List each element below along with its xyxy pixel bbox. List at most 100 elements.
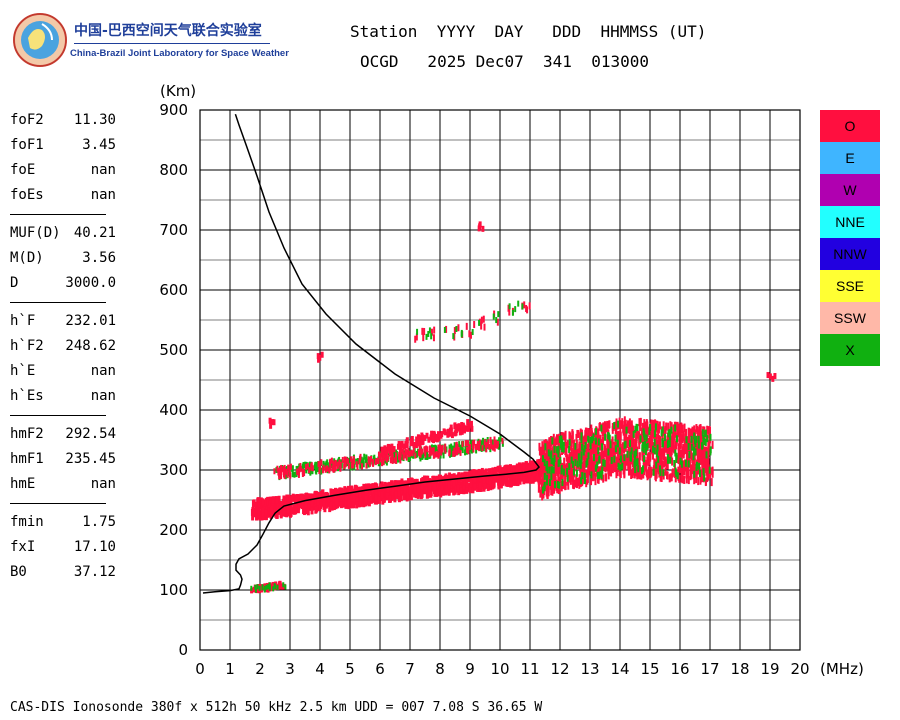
o-echo [501,468,505,476]
o-echo [355,495,359,503]
o-echo-spread [661,460,664,469]
x-echo-spread [572,468,575,476]
o-echo-spread [556,436,559,445]
x-echo-spread [634,425,637,433]
o-echo [377,496,381,504]
legend-item-w: W [820,174,880,206]
o-echo-upper [402,454,405,461]
o-echo [337,496,341,504]
o-echo-spread [576,429,579,438]
x-echo-spread [594,427,597,435]
o-echo-spread [650,420,653,429]
x-echo-spread [652,445,655,453]
o-echo-spread [562,432,565,441]
o-echo-spread [664,444,667,453]
second-hop-echo [511,309,514,316]
x-echo-spread [706,435,709,443]
second-hop-echo [445,325,448,333]
o-echo-upper [339,465,342,472]
o-echo-spread [684,446,687,455]
x-echo [464,446,467,453]
o-echo-spread [635,452,638,461]
o-echo-spread [570,467,573,476]
o-echo-upper [423,435,427,442]
o-echo-spread [697,449,700,458]
x-echo [499,435,502,442]
o-echo [343,487,347,495]
o-echo-spread [551,471,554,480]
o-echo-spread [609,452,612,461]
x-echo-spread [589,436,592,444]
o-echo [333,489,337,497]
o-echo [503,465,507,473]
o-echo-spread [662,421,665,430]
x-tick-label: 4 [315,660,325,678]
o-echo [493,472,497,480]
x-echo-spread [551,466,554,474]
o-echo-spread [619,443,622,452]
param-name: B0 [10,564,27,580]
o-echo-spread [685,475,688,484]
o-echo [386,491,390,499]
x-echo-spread [618,447,621,455]
o-echo-upper [474,443,477,450]
o-echo-spread [579,441,582,450]
o-echo-upper [476,443,479,450]
o-echo-spread [590,455,593,464]
o-echo-spread [641,450,644,459]
o-echo-spread [607,460,610,469]
x-tick-label: 11 [520,660,539,678]
o-echo [527,471,531,479]
o-echo [435,483,439,491]
o-echo-spread [543,450,546,459]
e-layer-echo [282,582,285,588]
o-echo-spread [570,461,573,470]
o-echo [445,479,449,487]
o-echo [522,462,526,470]
x-echo-spread [688,451,691,459]
e-layer-echo [263,587,266,593]
x-echo [450,451,453,458]
o-echo-spread [708,443,711,452]
o-echo-spread [648,466,651,475]
o-echo-spread [659,446,662,455]
o-echo-upper [423,446,426,453]
e-layer-echo [258,585,261,591]
o-echo-upper [432,447,435,454]
o-echo [433,489,437,497]
x-echo [401,454,404,461]
o-echo-upper [432,452,435,459]
o-echo-spread [692,463,695,472]
o-echo-upper [287,464,290,471]
o-echo [269,496,273,504]
o-echo [457,488,461,496]
o-echo-spread [564,474,567,483]
o-echo-spread [693,476,696,485]
o-echo-spread [636,466,639,475]
o-echo-spread [580,466,583,475]
o-echo-upper [493,436,496,443]
o-echo [465,475,469,483]
o-echo-spread [542,471,545,480]
o-echo-spread [696,425,699,434]
x-echo [320,467,323,474]
x-echo-spread [550,450,553,458]
o-echo [488,478,492,486]
x-echo-spread [601,466,604,474]
o-echo [397,489,401,497]
x-echo [498,437,501,444]
x-echo-spread [642,428,645,436]
second-hop-echo [526,306,529,314]
o-echo-spread [698,448,701,457]
x-echo-spread [589,441,592,449]
second-hop-echo [455,325,458,332]
x-echo-spread [623,454,626,462]
o-echo [303,495,307,503]
o-echo-spread [622,445,625,454]
o-echo [513,474,517,482]
o-echo-spread [700,437,703,446]
logo-en-text: China-Brazil Joint Laboratory for Space … [70,48,289,59]
o-echo-upper [402,443,406,450]
x-echo-spread [576,460,579,468]
lab-logo: 中国-巴西空间天气联合实验室 China-Brazil Joint Labora… [12,12,289,72]
